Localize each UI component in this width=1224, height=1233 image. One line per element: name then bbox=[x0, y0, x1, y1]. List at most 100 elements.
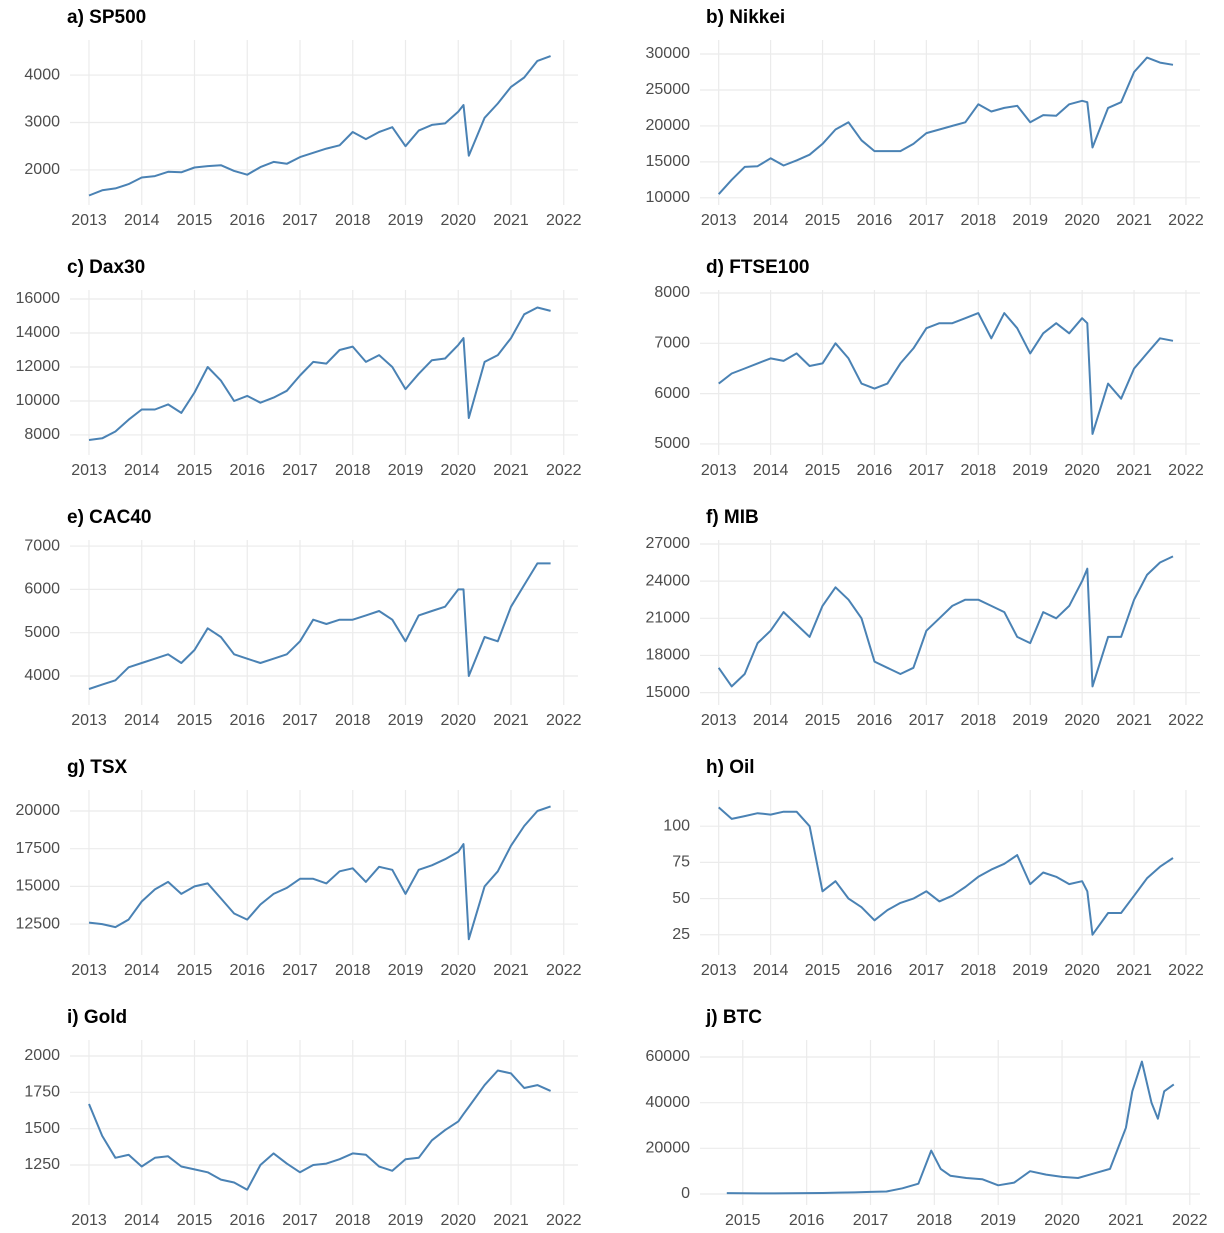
x-tick-label: 2015 bbox=[177, 962, 213, 979]
line bbox=[88, 562, 551, 690]
x-tick-label: 2020 bbox=[1064, 712, 1100, 729]
x-tick-label: 2016 bbox=[857, 712, 893, 729]
x-tick-label: 2014 bbox=[753, 962, 789, 979]
x-tick-label: 2017 bbox=[909, 462, 945, 479]
y-tick-label: 40000 bbox=[646, 1094, 691, 1111]
x-tick-label: 2021 bbox=[1116, 962, 1152, 979]
x-tick-label: 2017 bbox=[909, 712, 945, 729]
x-tick-label: 2022 bbox=[1168, 962, 1204, 979]
x-tick-label: 2013 bbox=[71, 462, 107, 479]
x-tick-label: 2022 bbox=[1168, 712, 1204, 729]
y-tick-label: 12500 bbox=[16, 915, 61, 932]
x-tick-label: 2013 bbox=[71, 962, 107, 979]
x-tick-label: 2020 bbox=[440, 212, 476, 229]
x-tick-label: 2014 bbox=[124, 1212, 160, 1229]
x-tick-label: 2022 bbox=[1172, 1212, 1208, 1229]
y-tick-label: 14000 bbox=[16, 324, 61, 341]
x-tick-label: 2016 bbox=[229, 962, 265, 979]
x-tick-label: 2018 bbox=[335, 712, 371, 729]
x-tick-label: 2017 bbox=[909, 212, 945, 229]
y-tick-label: 25 bbox=[672, 926, 690, 943]
line bbox=[88, 55, 551, 197]
x-tick-label: 2013 bbox=[701, 212, 737, 229]
panel-title: c) Dax30 bbox=[67, 257, 145, 278]
x-tick-label: 2016 bbox=[229, 1212, 265, 1229]
x-tick-label: 2021 bbox=[1116, 712, 1152, 729]
line bbox=[726, 1060, 1175, 1195]
x-tick-label: 2018 bbox=[335, 1212, 371, 1229]
x-tick-label: 2016 bbox=[229, 712, 265, 729]
y-tick-label: 1500 bbox=[24, 1120, 60, 1137]
y-tick-label: 21000 bbox=[646, 610, 691, 627]
x-tick-label: 2019 bbox=[388, 712, 424, 729]
y-tick-label: 27000 bbox=[646, 535, 691, 552]
panel-title: g) TSX bbox=[67, 757, 127, 778]
y-tick-label: 4000 bbox=[24, 667, 60, 684]
x-tick-label: 2020 bbox=[440, 962, 476, 979]
x-tick-label: 2019 bbox=[388, 1212, 424, 1229]
y-tick-label: 60000 bbox=[646, 1048, 691, 1065]
x-tick-label: 2021 bbox=[1116, 212, 1152, 229]
line bbox=[88, 306, 551, 441]
panel-title: i) Gold bbox=[67, 1007, 127, 1028]
x-tick-label: 2018 bbox=[961, 212, 997, 229]
x-tick-label: 2014 bbox=[753, 712, 789, 729]
y-tick-label: 17500 bbox=[16, 840, 61, 857]
y-tick-label: 4000 bbox=[24, 66, 60, 83]
x-tick-label: 2018 bbox=[335, 962, 371, 979]
x-tick-label: 2013 bbox=[701, 962, 737, 979]
x-tick-label: 2021 bbox=[493, 712, 529, 729]
x-tick-label: 2022 bbox=[546, 712, 582, 729]
y-tick-label: 5000 bbox=[654, 435, 690, 452]
y-tick-label: 20000 bbox=[16, 802, 61, 819]
line bbox=[718, 312, 1174, 435]
x-tick-label: 2021 bbox=[493, 1212, 529, 1229]
x-tick-label: 2021 bbox=[1108, 1212, 1144, 1229]
x-tick-label: 2014 bbox=[124, 462, 160, 479]
x-tick-label: 2015 bbox=[177, 712, 213, 729]
x-tick-label: 2017 bbox=[282, 712, 318, 729]
y-tick-label: 24000 bbox=[646, 572, 691, 589]
y-tick-label: 1750 bbox=[24, 1084, 60, 1101]
x-tick-label: 2021 bbox=[1116, 462, 1152, 479]
x-tick-label: 2019 bbox=[1012, 212, 1048, 229]
x-tick-label: 2015 bbox=[805, 212, 841, 229]
x-tick-label: 2019 bbox=[1012, 962, 1048, 979]
x-tick-label: 2019 bbox=[1012, 462, 1048, 479]
line bbox=[718, 806, 1174, 936]
x-tick-label: 2017 bbox=[282, 962, 318, 979]
x-tick-label: 2022 bbox=[546, 212, 582, 229]
y-tick-label: 6000 bbox=[24, 581, 60, 598]
x-tick-label: 2014 bbox=[753, 462, 789, 479]
x-tick-label: 2016 bbox=[789, 1212, 825, 1229]
x-tick-label: 2020 bbox=[1044, 1212, 1080, 1229]
x-tick-label: 2016 bbox=[857, 462, 893, 479]
panel-title: d) FTSE100 bbox=[706, 257, 809, 278]
y-tick-label: 18000 bbox=[646, 647, 691, 664]
y-tick-label: 15000 bbox=[646, 684, 691, 701]
x-tick-label: 2013 bbox=[701, 462, 737, 479]
x-tick-label: 2021 bbox=[493, 212, 529, 229]
x-tick-label: 2022 bbox=[1168, 212, 1204, 229]
x-tick-label: 2019 bbox=[1012, 712, 1048, 729]
x-tick-label: 2018 bbox=[961, 962, 997, 979]
y-tick-label: 100 bbox=[663, 817, 690, 834]
y-tick-label: 6000 bbox=[654, 385, 690, 402]
y-tick-label: 75 bbox=[672, 854, 690, 871]
x-tick-label: 2013 bbox=[71, 212, 107, 229]
x-tick-label: 2013 bbox=[71, 1212, 107, 1229]
y-tick-label: 2000 bbox=[24, 161, 60, 178]
panel-title: h) Oil bbox=[706, 757, 755, 778]
y-tick-label: 7000 bbox=[654, 335, 690, 352]
x-tick-label: 2017 bbox=[282, 1212, 318, 1229]
panel-title: a) SP500 bbox=[67, 7, 146, 28]
x-tick-label: 2016 bbox=[857, 212, 893, 229]
x-tick-label: 2021 bbox=[493, 462, 529, 479]
y-tick-label: 15000 bbox=[16, 878, 61, 895]
y-tick-label: 8000 bbox=[24, 426, 60, 443]
panel-title: j) BTC bbox=[705, 1007, 762, 1028]
x-tick-label: 2014 bbox=[124, 962, 160, 979]
x-tick-label: 2020 bbox=[1064, 962, 1100, 979]
x-tick-label: 2018 bbox=[335, 462, 371, 479]
